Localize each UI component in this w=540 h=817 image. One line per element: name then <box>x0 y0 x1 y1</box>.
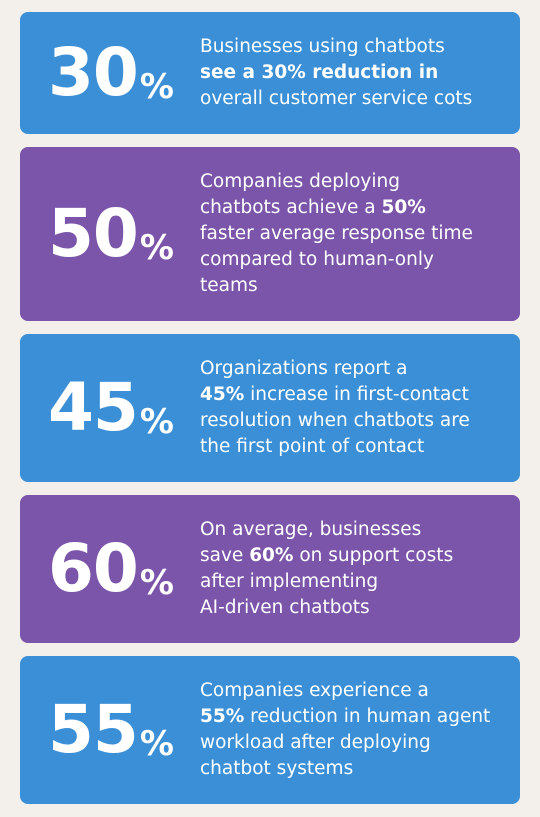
text-line: after implementing <box>200 569 453 595</box>
text: compared to human-only <box>200 249 434 270</box>
text-line: 55% reduction in human agent <box>200 704 490 730</box>
stat-description: Businesses using chatbots see a 30% reduc… <box>200 34 472 112</box>
stat-description: Companies experience a 55% reduction in h… <box>200 678 490 782</box>
text-line: On average, businesses <box>200 517 453 543</box>
text: teams <box>200 275 258 296</box>
stat-card: 50% Companies deploying chatbots achieve a… <box>20 147 520 321</box>
text: the first point of contact <box>200 436 425 457</box>
text: on support costs <box>293 545 454 566</box>
text-line: teams <box>200 273 473 299</box>
text-line: see a 30% reduction in <box>200 60 472 86</box>
stat-card: 30% Businesses using chatbots see a 30% re… <box>20 12 520 134</box>
text: workload after deploying <box>200 732 431 753</box>
text-line: Companies deploying <box>200 169 473 195</box>
stat-unit: % <box>139 563 174 603</box>
text-line: workload after deploying <box>200 730 490 756</box>
bold-text: 45% <box>200 384 245 405</box>
text: reduction in human agent <box>244 706 491 727</box>
text: increase in first-contact <box>244 384 469 405</box>
stat-number: 30 <box>48 34 139 111</box>
stat-description: Organizations report a 45% increase in fi… <box>200 356 470 460</box>
text-line: save 60% on support costs <box>200 543 453 569</box>
text: resolution when chatbots are <box>200 410 470 431</box>
text: Organizations report a <box>200 358 408 379</box>
stat-unit: % <box>139 402 174 442</box>
stat-figure: 60% <box>48 536 200 602</box>
stat-figure: 50% <box>48 201 200 267</box>
bold-text: 55% <box>200 706 245 727</box>
text: Companies experience a <box>200 680 429 701</box>
text: chatbot systems <box>200 758 354 779</box>
bold-text: 50% <box>381 197 426 218</box>
stat-unit: % <box>139 67 174 107</box>
stat-card: 55% Companies experience a 55% reduction i… <box>20 656 520 804</box>
text: save <box>200 545 250 566</box>
text-line: Companies experience a <box>200 678 490 704</box>
bold-text: see a 30% reduction in <box>200 62 439 83</box>
text-line: Businesses using chatbots <box>200 34 472 60</box>
text-line: AI-driven chatbots <box>200 595 453 621</box>
stat-unit: % <box>139 228 174 268</box>
stat-unit: % <box>139 724 174 764</box>
stat-description: Companies deploying chatbots achieve a 50… <box>200 169 473 299</box>
stat-cards: 30% Businesses using chatbots see a 30% re… <box>20 12 520 817</box>
text-line: chatbots achieve a 50% <box>200 195 473 221</box>
stat-description: On average, businesses save 60% on suppor… <box>200 517 453 621</box>
text-line: Organizations report a <box>200 356 470 382</box>
text-line: 45% increase in first-contact <box>200 382 470 408</box>
text: On average, businesses <box>200 519 422 540</box>
stat-number: 45 <box>48 369 139 446</box>
text: chatbots achieve a <box>200 197 382 218</box>
text-line: chatbot systems <box>200 756 490 782</box>
text: Businesses using chatbots <box>200 36 445 57</box>
stat-figure: 45% <box>48 375 200 441</box>
stat-card: 45% Organizations report a 45% increase in… <box>20 334 520 482</box>
text: Companies deploying <box>200 171 400 192</box>
text: after implementing <box>200 571 379 592</box>
text: faster average response time <box>200 223 473 244</box>
stat-number: 50 <box>48 195 139 272</box>
text: overall customer service cots <box>200 88 473 109</box>
stat-figure: 30% <box>48 40 200 106</box>
stat-number: 60 <box>48 530 139 607</box>
text-line: faster average response time <box>200 221 473 247</box>
text-line: the first point of contact <box>200 434 470 460</box>
bold-text: 60% <box>249 545 294 566</box>
text-line: resolution when chatbots are <box>200 408 470 434</box>
text: AI-driven chatbots <box>200 597 370 618</box>
stat-card: 60% On average, businesses save 60% on sup… <box>20 495 520 643</box>
stat-figure: 55% <box>48 697 200 763</box>
text-line: compared to human-only <box>200 247 473 273</box>
stat-number: 55 <box>48 691 139 768</box>
text-line: overall customer service cots <box>200 86 472 112</box>
